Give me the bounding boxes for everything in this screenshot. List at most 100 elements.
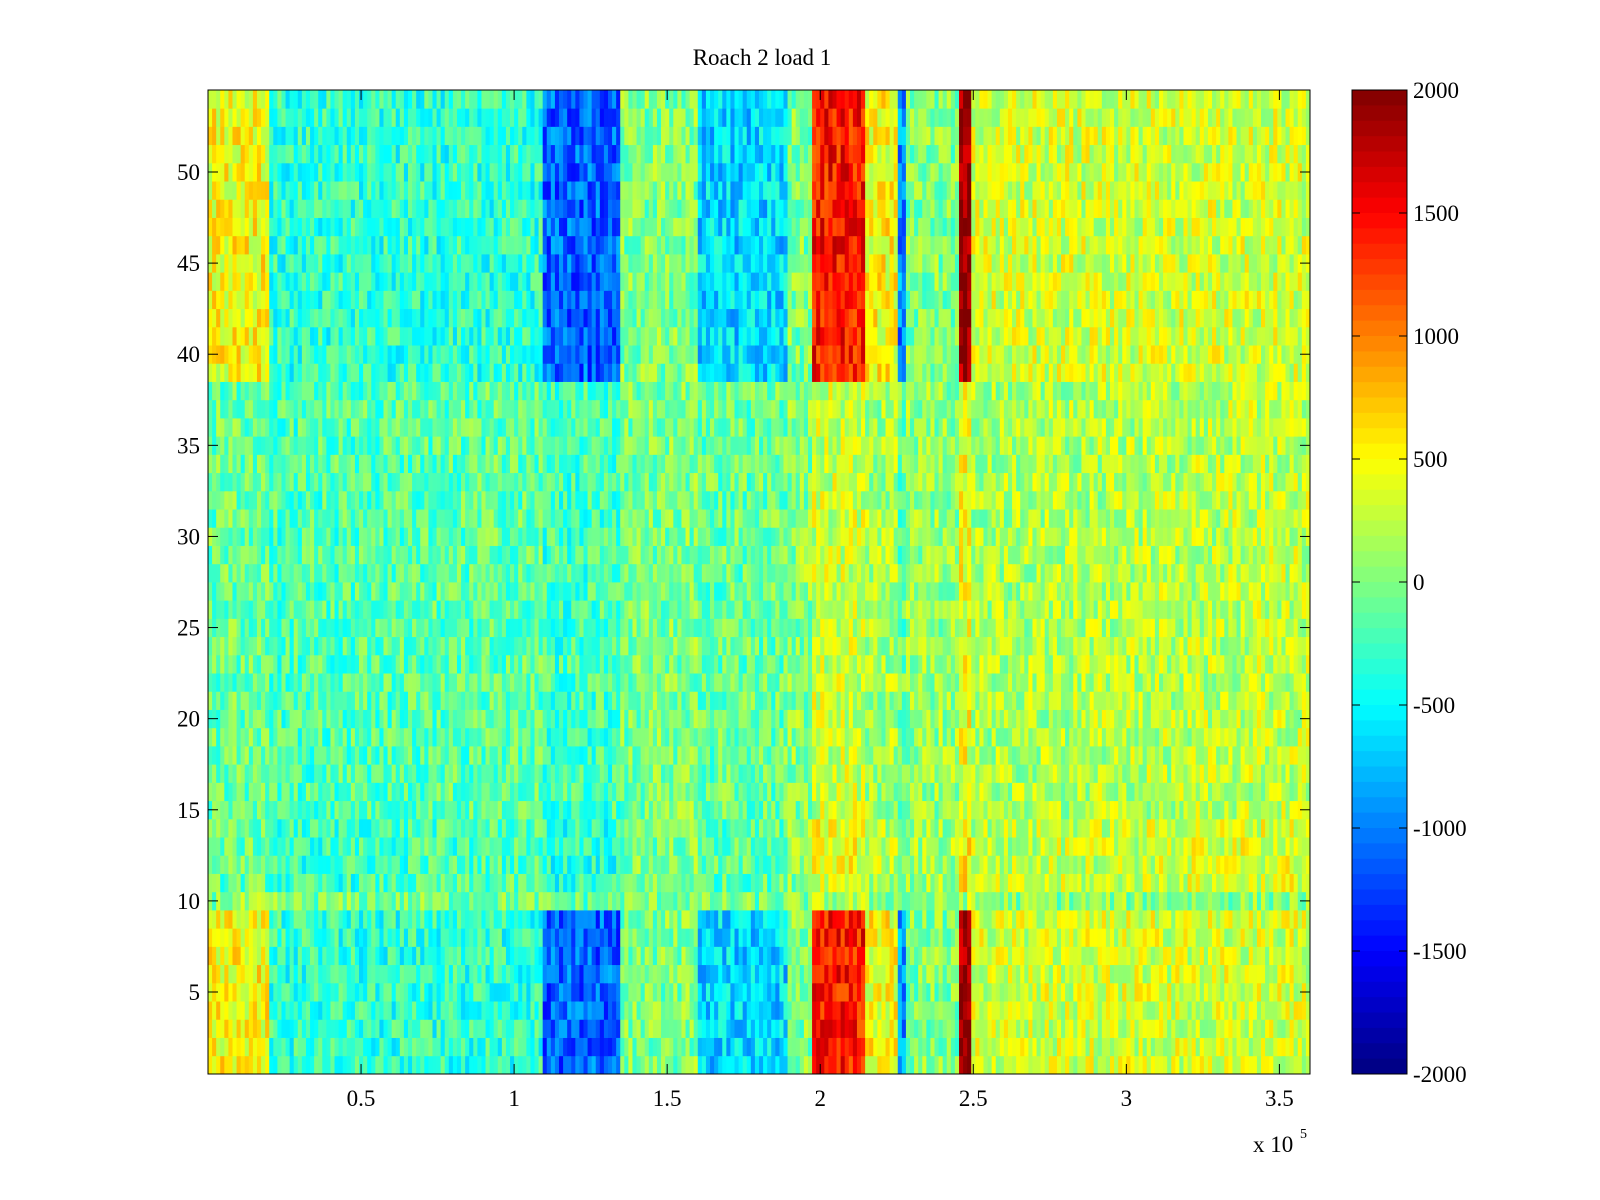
heatmap-cell [779,818,784,838]
heatmap-cell [1269,1037,1274,1057]
heatmap-cell [248,837,254,856]
heatmap-cell [420,800,425,820]
heatmap-cell [1044,946,1050,966]
heatmap-cell [1273,1055,1278,1075]
heatmap-cell [1207,1055,1213,1075]
heatmap-cell [236,727,242,747]
heatmap-cell [661,946,666,966]
heatmap-cell [942,1055,948,1075]
heatmap-cell [1007,764,1013,783]
heatmap-cell [787,837,793,856]
heatmap-cell [481,873,486,893]
heatmap-cell [848,782,854,802]
heatmap-cell [963,891,968,911]
heatmap-cell [652,1001,658,1020]
heatmap-cell [771,800,776,820]
heatmap-cell [958,873,964,893]
heatmap-cell [1216,837,1221,856]
heatmap-cell [538,964,544,984]
heatmap-cell [595,964,601,984]
heatmap-cell [1065,746,1070,765]
heatmap-cell [1065,982,1070,1002]
heatmap-cell [395,855,401,874]
heatmap-cell [530,1001,535,1020]
heatmap-cell [550,1001,556,1020]
heatmap-cell [869,800,874,820]
heatmap-cell [783,818,788,838]
heatmap-cell [436,873,442,893]
heatmap-cell [542,855,548,874]
heatmap-cell [1252,1019,1258,1038]
heatmap-cell [354,1001,360,1020]
heatmap-cell [1232,928,1237,947]
heatmap-cell [310,764,315,783]
heatmap-cell [767,946,772,966]
heatmap-cell [391,837,397,856]
heatmap-cell [1212,800,1217,820]
heatmap-cell [420,910,425,929]
heatmap-cell [669,982,674,1002]
heatmap-cell [710,964,715,984]
heatmap-cell [563,1055,568,1075]
heatmap-cell [1163,837,1168,856]
heatmap-cell [832,782,837,802]
heatmap-cell [542,946,548,966]
heatmap-cell [1065,928,1070,947]
heatmap-cell [648,982,654,1002]
heatmap-cell [350,1037,356,1057]
heatmap-cell [861,964,866,984]
heatmap-cell [722,1001,727,1020]
heatmap-cell [216,1037,221,1057]
heatmap-cell [775,746,780,765]
heatmap-cell [889,1037,895,1057]
heatmap-cell [416,946,421,966]
heatmap-cell [359,1001,364,1020]
heatmap-cell [971,946,976,966]
heatmap-cell [518,1055,523,1075]
heatmap-cell [559,782,564,802]
heatmap-cell [1273,855,1278,874]
heatmap-cell [346,764,352,783]
heatmap-cell [240,727,246,747]
heatmap-cell [1089,764,1095,783]
heatmap-cell [705,1055,711,1075]
heatmap-cell [983,782,988,802]
heatmap-cell [710,746,715,765]
heatmap-cell [281,818,286,838]
heatmap-cell [603,964,609,984]
heatmap-cell [869,1019,874,1038]
heatmap-cell [1212,764,1217,783]
heatmap-cell [1154,946,1160,966]
heatmap-cell [1187,1001,1193,1020]
heatmap-cell [216,837,221,856]
heatmap-cell [1195,910,1201,929]
heatmap-cell [1073,964,1078,984]
heatmap-cell [1232,855,1237,874]
heatmap-cell [934,891,939,911]
heatmap-cell [252,928,258,947]
heatmap-cell [1236,928,1242,947]
heatmap-cell [346,928,352,947]
heatmap-cell [685,1037,691,1057]
heatmap-cell [995,746,1001,765]
heatmap-cell [742,891,748,911]
heatmap-cell [1032,1037,1037,1057]
heatmap-cell [391,928,397,947]
heatmap-cell [840,746,846,765]
heatmap-cell [1024,964,1029,984]
heatmap-cell [448,891,454,911]
heatmap-cell [330,746,335,765]
heatmap-cell [342,837,348,856]
heatmap-cell [1093,891,1099,911]
heatmap-cell [1028,1019,1033,1038]
heatmap-cell [1232,1055,1237,1075]
heatmap-cell [1020,1019,1025,1038]
heatmap-cell [575,764,580,783]
heatmap-cell [795,946,801,966]
heatmap-cell [1073,891,1078,911]
heatmap-cell [1024,982,1029,1002]
heatmap-cell [914,800,919,820]
heatmap-cell [444,946,450,966]
heatmap-cell [1138,800,1144,820]
heatmap-cell [1228,1001,1233,1020]
